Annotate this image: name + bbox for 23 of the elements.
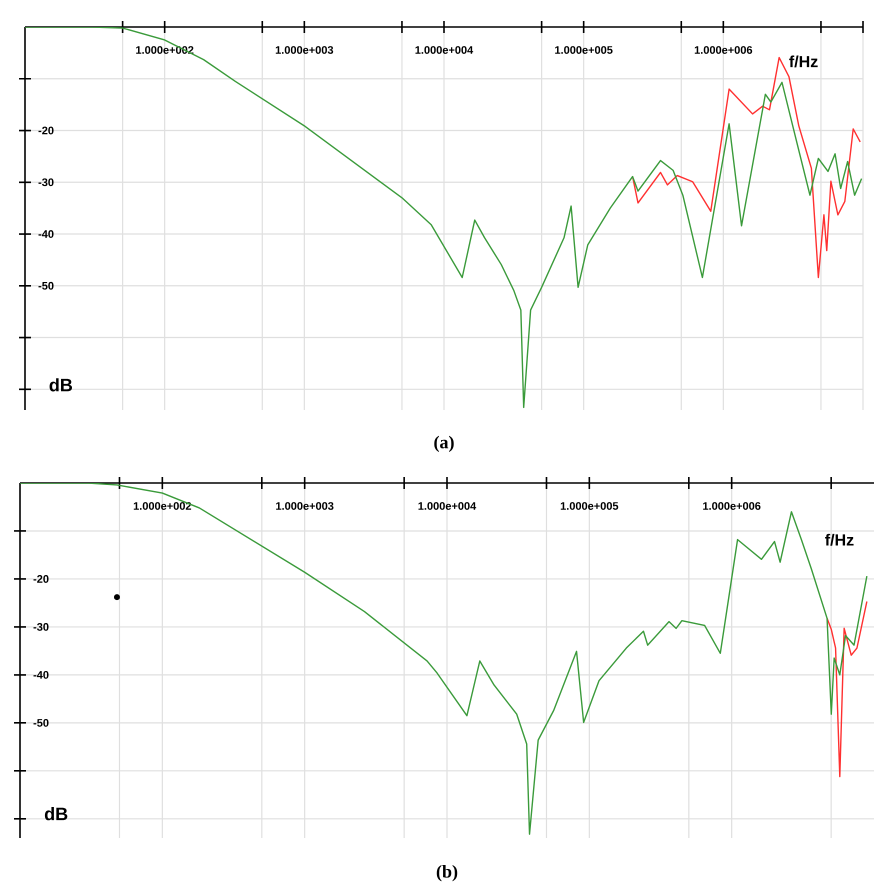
x-tick-label: 1.000e+006 bbox=[694, 46, 752, 54]
y-tick-label: -50 bbox=[34, 718, 49, 727]
y-tick-label: -30 bbox=[34, 623, 49, 631]
x-axis-title: f/Hz bbox=[789, 56, 818, 68]
y-axis-title: dB bbox=[50, 378, 72, 392]
text: (a) bbox=[434, 436, 454, 452]
x-tick-label: 1.000e+003 bbox=[276, 46, 334, 54]
x-tick-label: 1.000e+002 bbox=[134, 502, 192, 510]
y-tick-label: -30 bbox=[38, 178, 54, 186]
x-tick-label: 1.000e+006 bbox=[703, 502, 760, 510]
x-tick-label: 1.000e+005 bbox=[560, 502, 618, 510]
text: (b) bbox=[436, 865, 458, 882]
y-tick-label: -40 bbox=[38, 230, 54, 238]
y-tick-label: -20 bbox=[38, 126, 54, 134]
x-axis-title: f/Hz bbox=[825, 534, 854, 546]
y-tick-label: -20 bbox=[34, 575, 49, 583]
y-tick-label: -50 bbox=[38, 282, 54, 290]
x-tick-label: 1.000e+005 bbox=[555, 46, 613, 54]
x-tick-label: 1.000e+004 bbox=[415, 46, 474, 54]
y-axis-title: dB bbox=[44, 807, 68, 820]
x-tick-label: 1.000e+004 bbox=[418, 502, 476, 510]
x-tick-label: 1.000e+003 bbox=[276, 502, 334, 510]
y-tick-label: -40 bbox=[34, 670, 49, 679]
